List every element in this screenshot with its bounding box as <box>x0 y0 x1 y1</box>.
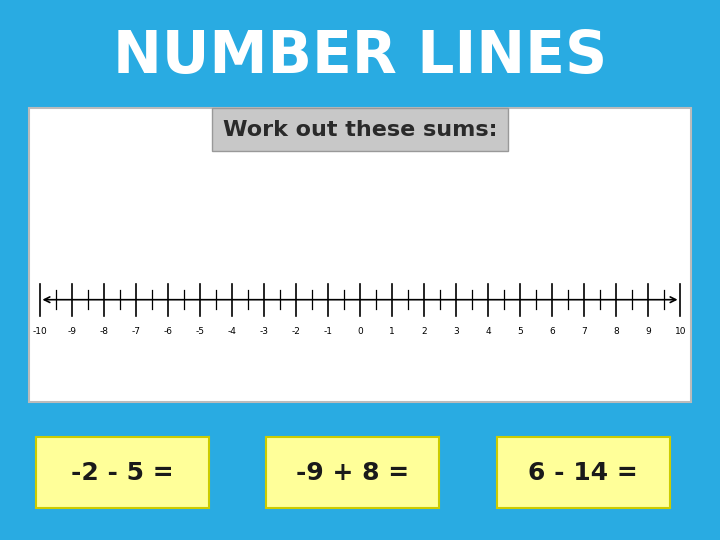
FancyBboxPatch shape <box>36 437 209 508</box>
FancyBboxPatch shape <box>266 437 439 508</box>
Text: -9: -9 <box>67 327 76 336</box>
Text: -3: -3 <box>259 327 269 336</box>
Text: 0: 0 <box>357 327 363 336</box>
Text: Work out these sums:: Work out these sums: <box>222 119 498 140</box>
Text: -1: -1 <box>323 327 333 336</box>
Text: 3: 3 <box>454 327 459 336</box>
Text: -2 - 5 =: -2 - 5 = <box>71 461 174 484</box>
Text: 1: 1 <box>390 327 395 336</box>
Text: 2: 2 <box>421 327 427 336</box>
Text: 10: 10 <box>675 327 686 336</box>
Text: 8: 8 <box>613 327 619 336</box>
Text: 4: 4 <box>485 327 491 336</box>
Text: -2: -2 <box>292 327 300 336</box>
Text: 5: 5 <box>518 327 523 336</box>
Text: 9: 9 <box>646 327 651 336</box>
Text: -7: -7 <box>131 327 140 336</box>
Text: NUMBER LINES: NUMBER LINES <box>113 28 607 85</box>
FancyBboxPatch shape <box>497 437 670 508</box>
Text: 6: 6 <box>549 327 555 336</box>
Text: -4: -4 <box>228 327 236 336</box>
Text: -8: -8 <box>99 327 108 336</box>
Text: -9 + 8 =: -9 + 8 = <box>296 461 410 484</box>
Text: -6: -6 <box>163 327 172 336</box>
FancyBboxPatch shape <box>29 108 691 402</box>
Text: -10: -10 <box>32 327 47 336</box>
Text: 7: 7 <box>582 327 587 336</box>
Text: 6 - 14 =: 6 - 14 = <box>528 461 638 484</box>
Text: -5: -5 <box>195 327 204 336</box>
